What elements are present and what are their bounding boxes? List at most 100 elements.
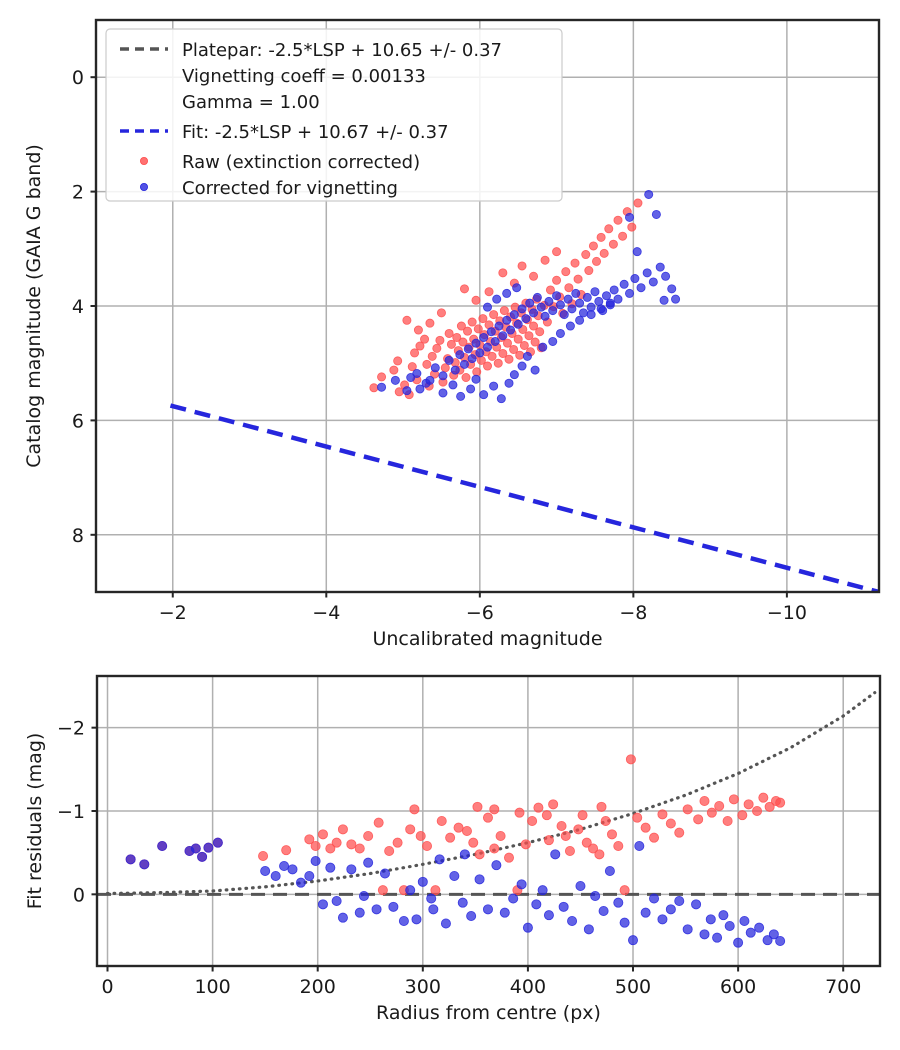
data-point xyxy=(705,914,716,925)
data-point xyxy=(270,871,281,882)
data-point xyxy=(633,198,643,208)
x-tick-label: −8 xyxy=(619,602,647,624)
data-point xyxy=(402,315,412,325)
data-point xyxy=(512,283,522,293)
data-point xyxy=(331,896,342,907)
data-point xyxy=(754,922,765,933)
data-point xyxy=(467,317,477,327)
data-point xyxy=(596,232,606,242)
data-point xyxy=(605,298,615,308)
panel-photometric-calibration-plot: −2 −4 −6 −8 −10 0 2 4 6 8 Uncalibrated magnitude Ca… xyxy=(23,18,881,650)
data-point xyxy=(484,287,494,297)
data-point xyxy=(532,292,542,302)
data-point xyxy=(764,801,775,812)
data-point xyxy=(498,331,508,341)
data-point xyxy=(657,809,668,820)
data-point xyxy=(714,801,725,812)
data-point xyxy=(450,365,460,375)
data-point xyxy=(430,363,440,373)
data-point xyxy=(649,893,660,904)
data-point xyxy=(538,342,548,352)
fit-line xyxy=(169,403,879,592)
data-point xyxy=(491,860,502,871)
data-point xyxy=(691,899,702,910)
data-point xyxy=(197,851,208,862)
data-point xyxy=(377,382,387,392)
data-point xyxy=(479,390,489,400)
data-point xyxy=(640,822,651,833)
data-point xyxy=(513,334,523,344)
legend-box xyxy=(105,28,563,202)
data-point xyxy=(606,829,617,840)
data-point xyxy=(463,326,473,336)
legend-label: Fit: -2.5*LSP + 10.67 +/- 0.37 xyxy=(182,122,449,143)
data-point xyxy=(427,351,437,361)
y-axis-label: Catalog magnitude (GAIA G band) xyxy=(23,144,45,468)
y-axis-label: Fit residuals (mag) xyxy=(24,733,46,910)
data-point xyxy=(674,896,685,907)
data-point xyxy=(472,367,482,377)
x-tick-label: 0 xyxy=(101,976,113,998)
data-point xyxy=(745,927,756,938)
data-point xyxy=(573,274,583,284)
data-point xyxy=(674,827,685,838)
data-point xyxy=(543,910,554,921)
data-point xyxy=(599,248,609,258)
data-point xyxy=(487,351,497,361)
data-point xyxy=(502,288,512,298)
data-point xyxy=(592,256,602,266)
data-point xyxy=(498,348,508,358)
data-point xyxy=(417,876,428,887)
data-point xyxy=(482,302,492,312)
data-point xyxy=(489,843,500,854)
x-tick-label: −10 xyxy=(767,602,807,624)
data-point xyxy=(509,344,519,354)
data-point xyxy=(452,332,462,342)
data-point xyxy=(543,835,554,846)
data-point xyxy=(529,271,539,281)
data-point xyxy=(354,907,365,918)
data-point xyxy=(560,831,571,842)
data-point xyxy=(584,266,594,276)
data-point xyxy=(577,810,588,821)
data-point xyxy=(407,362,417,372)
data-point xyxy=(515,350,525,360)
data-point xyxy=(552,291,562,301)
data-point xyxy=(524,331,534,341)
data-point xyxy=(571,288,581,298)
data-point xyxy=(502,315,512,325)
data-point xyxy=(590,891,601,902)
series-corrected-for-vignetting xyxy=(377,189,681,404)
data-point xyxy=(513,319,523,329)
data-point xyxy=(540,311,550,321)
data-point xyxy=(583,924,594,935)
x-tick-label: 600 xyxy=(720,976,756,998)
x-axis-label: Uncalibrated magnitude xyxy=(372,628,602,650)
data-point xyxy=(594,849,605,860)
data-point xyxy=(422,359,432,369)
data-point xyxy=(649,832,660,843)
data-point xyxy=(504,378,514,388)
data-point xyxy=(420,334,430,344)
data-point xyxy=(600,816,611,827)
data-point xyxy=(529,321,539,331)
data-point xyxy=(509,310,519,320)
data-point xyxy=(682,924,693,935)
data-point xyxy=(474,874,485,885)
data-point xyxy=(509,370,519,380)
data-point xyxy=(486,327,496,337)
data-point xyxy=(377,885,388,896)
data-point xyxy=(446,339,456,349)
data-point xyxy=(775,797,786,808)
data-point xyxy=(506,325,516,335)
data-point xyxy=(706,807,717,818)
data-point xyxy=(405,885,416,896)
data-point xyxy=(522,351,532,361)
data-point xyxy=(499,907,510,918)
data-point xyxy=(444,328,454,338)
data-point xyxy=(625,212,635,222)
data-point xyxy=(613,294,623,304)
data-point xyxy=(440,918,451,929)
data-point xyxy=(718,910,729,921)
